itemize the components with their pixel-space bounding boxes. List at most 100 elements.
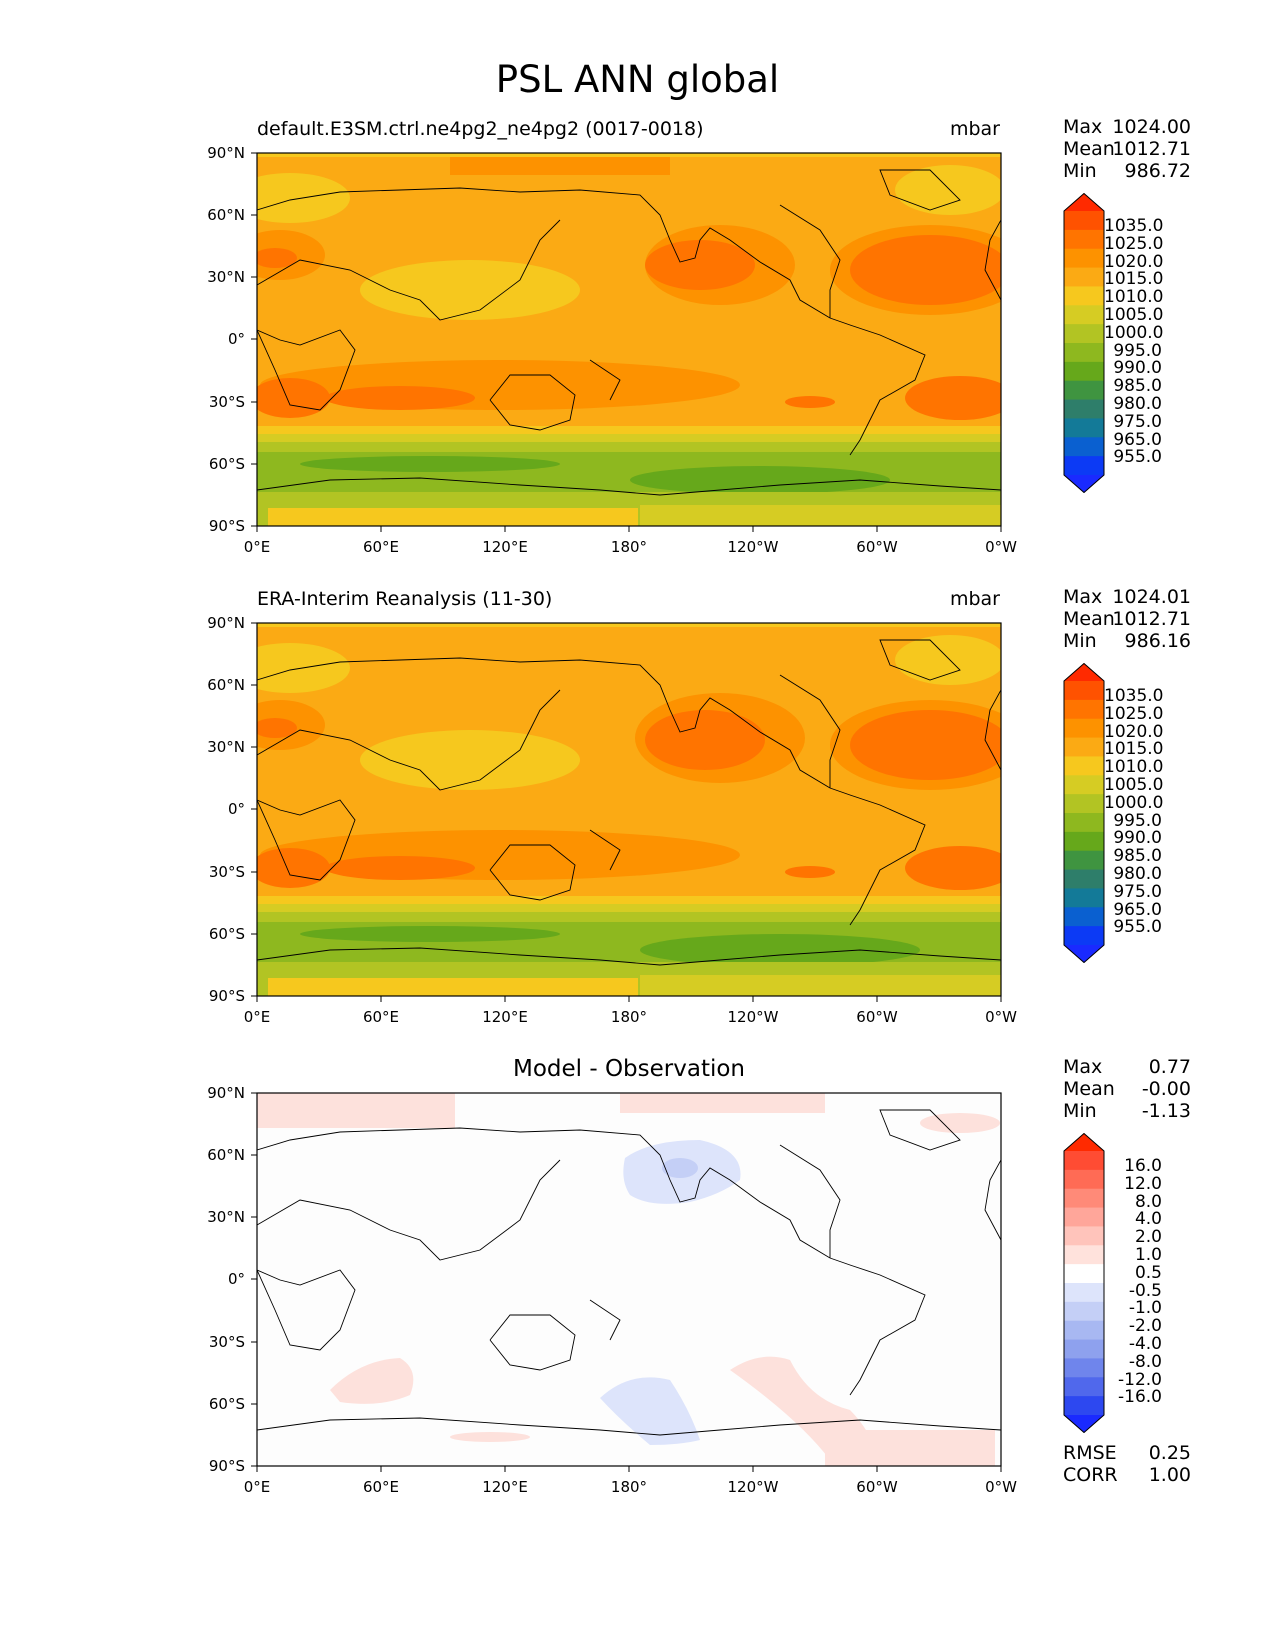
model-psl-field xyxy=(257,153,1001,526)
colorbar-tick: -4.0 xyxy=(1128,1333,1162,1354)
colorbar-tick: 1005.0 xyxy=(1104,774,1164,795)
colorbar-segment xyxy=(1064,813,1104,833)
lat-tick-label: 60°N xyxy=(207,676,245,694)
lon-tick-label: 0°W xyxy=(985,1008,1017,1026)
diff-colorbar-ticks: 16.0 12.0 8.0 4.0 2.0 1.0 0.5 -0.5 -1.0 … xyxy=(1104,1157,1162,1407)
coastlines xyxy=(257,639,1001,966)
coastlines xyxy=(257,169,1001,496)
colorbar-segment xyxy=(1064,831,1104,852)
obs-stats: Max 1024.01 Mean 1012.71 Min 986.16 xyxy=(1063,586,1191,652)
lon-tick-label: 60°W xyxy=(856,1008,898,1026)
colorbar-segment xyxy=(1064,1188,1104,1209)
lon-tick-label: 0°W xyxy=(985,538,1017,556)
model-panel-label: default.E3SM.ctrl.ne4pg2_ne4pg2 (0017-00… xyxy=(257,118,704,140)
lat-tick-label: 60°S xyxy=(209,455,245,473)
colorbar-segment xyxy=(1064,907,1104,927)
colorbar-segment xyxy=(1064,794,1104,814)
colorbar-top-cap xyxy=(1064,193,1104,211)
colorbar-tick: -0.5 xyxy=(1128,1280,1162,1301)
colorbar-bottom-cap xyxy=(1064,475,1104,493)
colorbar-segment xyxy=(1064,1264,1104,1284)
colorbar-segment xyxy=(1064,1226,1104,1246)
lat-tick-label: 90°N xyxy=(207,1084,245,1102)
colorbar-tick: 965.0 xyxy=(1113,899,1162,920)
colorbar-tick: 985.0 xyxy=(1113,376,1162,397)
lat-tick-label: 90°N xyxy=(207,614,245,632)
colorbar-tick: 965.0 xyxy=(1113,429,1162,450)
lat-tick-label: 60°S xyxy=(209,925,245,943)
colorbar-segment xyxy=(1064,756,1104,776)
lon-tick-label: 60°W xyxy=(856,538,898,556)
model-map: 90°N 60°N 30°N 0° 30°S 60°S 90°S xyxy=(207,144,1002,535)
colorbar-segment xyxy=(1064,1377,1104,1397)
lon-tick-label: 0°E xyxy=(243,1478,271,1496)
colorbar-segment xyxy=(1064,1207,1104,1227)
lat-tick-label: 0° xyxy=(228,800,245,818)
diff-panel: Model - Observation xyxy=(0,940,1275,1496)
stat-value: -0.00 xyxy=(1141,1078,1191,1100)
colorbar-segment xyxy=(1064,926,1104,946)
lon-tick-label: 60°E xyxy=(362,538,400,556)
lat-tick-label: 90°S xyxy=(209,517,245,535)
lon-ticks xyxy=(256,526,1002,532)
lat-tick-label: 30°N xyxy=(207,1208,245,1226)
lat-tick-label: 90°N xyxy=(207,144,245,162)
lat-tick-label: 30°S xyxy=(209,863,245,881)
colorbar-segment xyxy=(1064,456,1104,476)
lon-tick-label: 120°E xyxy=(482,538,528,556)
colorbar-tick: 1025.0 xyxy=(1104,703,1164,724)
colorbar-tick: 955.0 xyxy=(1113,447,1162,468)
colorbar-outline xyxy=(1063,1133,1105,1433)
colorbar-tick: 1035.0 xyxy=(1104,216,1164,236)
obs-map: 90°N 60°N 30°N 0° 30°S 60°S 90°S xyxy=(207,614,1002,1005)
colorbar-tick: -8.0 xyxy=(1128,1351,1162,1372)
colorbar-tick: 995.0 xyxy=(1113,340,1162,361)
colorbar-segment xyxy=(1064,286,1104,306)
colorbar-segment xyxy=(1064,437,1104,457)
stat-value: -1.13 xyxy=(1141,1100,1191,1122)
obs-psl-field xyxy=(257,623,1001,996)
lon-tick-label: 180° xyxy=(610,1008,648,1026)
stat-name: Min xyxy=(1063,1100,1097,1122)
obs-units-label: mbar xyxy=(949,588,1000,610)
lon-tick-label: 180° xyxy=(610,1478,648,1496)
colorbar-segment xyxy=(1064,1396,1104,1416)
colorbar-top-cap xyxy=(1064,663,1104,681)
diff-psl-field xyxy=(257,1093,1001,1466)
obs-colorbar xyxy=(1063,663,1105,963)
stat-name: Mean xyxy=(1063,608,1115,630)
colorbar-segment xyxy=(1064,229,1104,250)
lat-tick-label: 90°S xyxy=(209,987,245,1005)
colorbar-tick: -12.0 xyxy=(1118,1369,1162,1390)
colorbar-tick: 990.0 xyxy=(1113,828,1162,849)
colorbar-segment xyxy=(1064,681,1104,701)
colorbar-segment xyxy=(1064,1339,1104,1359)
colorbar-tick: 975.0 xyxy=(1113,411,1162,432)
colorbar-segment xyxy=(1064,418,1104,438)
stat-name: Mean xyxy=(1063,138,1115,160)
lon-tick-label: 60°W xyxy=(856,1478,898,1496)
lat-tick-label: 30°N xyxy=(207,738,245,756)
colorbar-tick: 2.0 xyxy=(1134,1227,1162,1248)
colorbar-outline xyxy=(1063,193,1105,493)
colorbar-outline xyxy=(1063,663,1105,963)
colorbar-tick: 985.0 xyxy=(1113,846,1162,867)
stat-name: Max xyxy=(1063,116,1103,138)
stat-name: Min xyxy=(1063,160,1097,182)
colorbar-tick: 12.0 xyxy=(1124,1173,1162,1194)
colorbar-tick: 1000.0 xyxy=(1104,322,1164,343)
colorbar-segment xyxy=(1064,737,1104,757)
stat-name: CORR xyxy=(1063,1464,1118,1486)
colorbar-tick: 1020.0 xyxy=(1104,251,1164,272)
stat-name: Min xyxy=(1063,630,1097,652)
model-colorbar xyxy=(1063,193,1105,493)
colorbar-tick: 1025.0 xyxy=(1104,233,1164,254)
colorbar-tick: 980.0 xyxy=(1113,863,1162,884)
colorbar-segment xyxy=(1064,399,1104,419)
stat-value: 1012.71 xyxy=(1112,608,1191,630)
colorbar-segment xyxy=(1064,248,1104,269)
colorbar-tick: 1015.0 xyxy=(1104,269,1164,290)
lat-tick-label: 30°S xyxy=(209,1333,245,1351)
colorbar-segment xyxy=(1064,1283,1104,1303)
diff-stats: Max 0.77 Mean -0.00 Min -1.13 xyxy=(1063,1056,1191,1122)
